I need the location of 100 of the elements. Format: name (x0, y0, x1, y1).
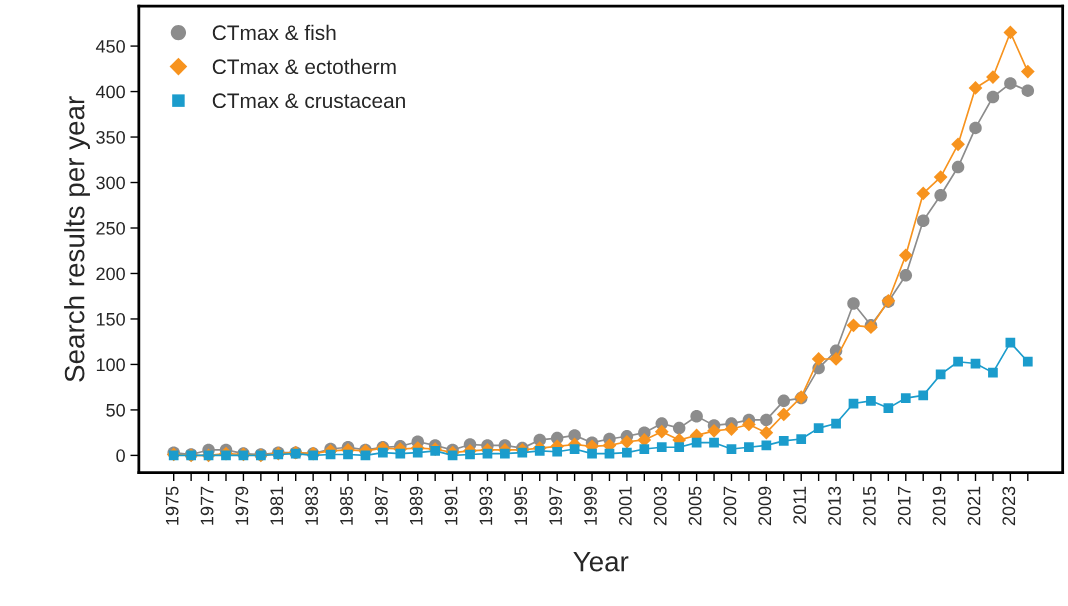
x-tick-label: 2003 (653, 486, 667, 526)
point (672, 421, 686, 435)
point (898, 248, 913, 263)
point (517, 447, 528, 458)
point (674, 442, 685, 453)
legend-label: CTmax & crustacean (212, 93, 405, 109)
point (953, 356, 963, 367)
x-tick-label: 2023 (1002, 486, 1016, 526)
x-tick-label: 1981 (270, 486, 284, 525)
point (395, 448, 406, 459)
point (883, 403, 894, 413)
x-tick-label: 2001 (618, 486, 632, 526)
x-tick-label: 1993 (479, 486, 493, 525)
point (639, 444, 650, 454)
x-tick-label: 1977 (200, 486, 214, 525)
point (1020, 64, 1035, 79)
x-tick-label: 1991 (444, 486, 458, 525)
y-tick-label: 350 (96, 130, 125, 144)
point (968, 81, 983, 95)
point (709, 437, 719, 448)
point (951, 137, 965, 152)
point (690, 410, 703, 423)
y-tick-label: 250 (96, 221, 125, 235)
point (691, 437, 702, 448)
x-tick-label: 2015 (862, 486, 876, 526)
point (813, 423, 824, 433)
x-tick-label: 2021 (967, 486, 981, 526)
point (776, 407, 791, 422)
y-tick-label: 300 (96, 176, 125, 190)
point (1021, 84, 1035, 97)
x-tick-label: 2011 (793, 486, 807, 524)
point (899, 269, 913, 282)
point (777, 394, 791, 408)
point (969, 121, 982, 135)
point (1003, 25, 1018, 40)
point (221, 450, 231, 461)
x-axis-title: Year (573, 552, 629, 572)
point (744, 442, 754, 453)
point (587, 448, 597, 459)
x-tick-label: 1999 (584, 486, 597, 525)
point (343, 449, 353, 460)
point (412, 447, 423, 458)
point (916, 186, 931, 201)
point (933, 170, 948, 184)
y-axis-title: Search results per year (64, 96, 90, 382)
point (654, 424, 669, 439)
x-tick-label: 1975 (165, 486, 179, 525)
point (951, 160, 965, 174)
x-tick-label: 2007 (723, 486, 737, 526)
y-tick-label: 200 (96, 267, 125, 281)
x-tick-label: 2013 (828, 486, 841, 526)
point (1004, 77, 1017, 90)
y-tick-label: 100 (96, 358, 125, 372)
point (637, 433, 652, 447)
point (918, 390, 929, 401)
point (552, 446, 563, 457)
y-tick-label: 150 (96, 312, 125, 326)
point (900, 393, 911, 403)
point (1022, 356, 1033, 367)
point (846, 318, 861, 333)
point (656, 442, 667, 453)
x-tick-label: 1987 (374, 486, 388, 525)
point (847, 297, 860, 310)
point (465, 449, 475, 460)
x-tick-label: 1995 (514, 486, 528, 525)
x-tick-label: 2019 (932, 486, 946, 526)
point (742, 417, 756, 432)
x-tick-label: 2009 (758, 486, 772, 526)
x-tick-label: 1983 (305, 486, 318, 525)
point (726, 444, 737, 454)
point (986, 90, 1000, 104)
legend-label: CTmax & fish (212, 24, 336, 41)
x-tick-label: 2005 (688, 486, 702, 526)
point (622, 447, 632, 458)
point (916, 214, 930, 227)
y-tick-label: 450 (95, 40, 125, 53)
point (569, 444, 580, 454)
point (759, 425, 774, 440)
y-tick-label: 50 (106, 403, 125, 417)
x-tick-label: 1985 (340, 486, 353, 525)
legend-label: CTmax & ectotherm (212, 58, 396, 75)
point (500, 448, 510, 459)
point (761, 440, 772, 451)
y-tick-label: 0 (116, 449, 125, 463)
point (534, 445, 545, 456)
point (707, 423, 721, 438)
point (988, 367, 998, 378)
point (811, 352, 826, 366)
point (378, 447, 388, 458)
point (760, 413, 773, 427)
point (620, 434, 634, 449)
x-tick-label: 1979 (235, 486, 249, 525)
point (724, 422, 739, 436)
x-tick-label: 2017 (897, 486, 911, 526)
x-tick-label: 1997 (549, 486, 563, 525)
point (778, 435, 789, 446)
point (866, 395, 876, 406)
point (796, 434, 807, 444)
y-tick-label: 400 (95, 85, 125, 99)
point (831, 418, 841, 429)
